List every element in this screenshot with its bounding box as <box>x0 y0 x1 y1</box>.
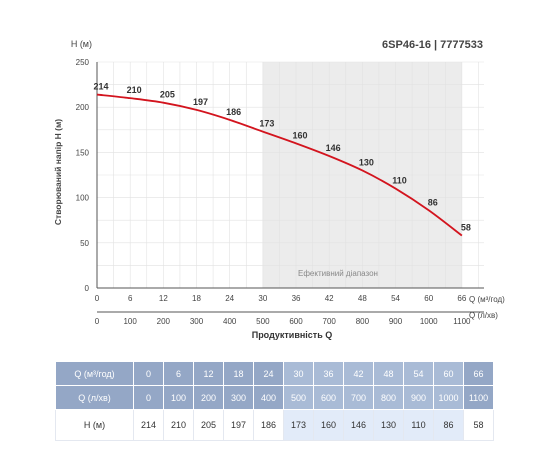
x-axis-unit-lmin: Q (л/хв) <box>469 311 498 320</box>
table-cell: 60 <box>433 361 464 386</box>
x-tick-label-m3h: 42 <box>325 294 334 303</box>
table-cell: 42 <box>343 361 374 386</box>
table-cell: 58 <box>463 409 494 441</box>
pump-curve-chart: 0 50 100 150 200 250 0 6 12 18 24 30 36 42 48 54 60 66 0 10… <box>53 39 505 340</box>
table-cell: 1100 <box>463 385 494 410</box>
table-cell: 6 <box>163 361 194 386</box>
table-cell: 1000 <box>433 385 464 410</box>
series-line <box>96 93 463 237</box>
x-tick-label-lmin: 300 <box>190 317 204 326</box>
table-cell: 24 <box>253 361 284 386</box>
x-tick-label-lmin: 700 <box>323 317 337 326</box>
table-cell: 700 <box>343 385 374 410</box>
table-cell: 300 <box>223 385 254 410</box>
table-row: Q (л/хв) 0 100 200 300 400 500 600 700 8… <box>55 385 494 410</box>
data-label: 197 <box>193 97 208 107</box>
x-tick-label-lmin: 100 <box>123 317 137 326</box>
data-label: 146 <box>326 143 341 153</box>
table-cell: 48 <box>373 361 404 386</box>
chart-title: 6SP46-16 | 7777533 <box>382 39 483 51</box>
table-cell: 146 <box>343 409 374 441</box>
data-label: 160 <box>293 130 308 140</box>
table-cell: 186 <box>253 409 284 441</box>
data-label: 130 <box>359 157 374 167</box>
x-tick-label-lmin: 500 <box>256 317 270 326</box>
table-cell: 205 <box>193 409 224 441</box>
y-tick-label: 200 <box>76 103 90 112</box>
row-head: H (м) <box>55 409 134 441</box>
y-tick-label: 250 <box>76 58 90 67</box>
x-axis-unit-m3h: Q (м³/год) <box>469 295 505 304</box>
table-cell: 110 <box>403 409 434 441</box>
data-label: 214 <box>93 82 108 92</box>
x-tick-label-m3h: 60 <box>424 294 433 303</box>
y-tick-label: 100 <box>76 194 90 203</box>
table-cell: 0 <box>133 361 164 386</box>
y-axis-label: Створюваний напір H (м) <box>53 119 63 225</box>
x-tick-label-m3h: 48 <box>358 294 367 303</box>
x-tick-label-m3h: 24 <box>225 294 234 303</box>
tick-labels: 0 50 100 150 200 250 0 6 12 18 24 30 36 42 48 54 60 66 0 10… <box>76 58 471 326</box>
data-label: 210 <box>127 85 142 95</box>
y-axis-unit: H (м) <box>71 39 92 49</box>
x-tick-label-lmin: 800 <box>356 317 370 326</box>
table-cell: 400 <box>253 385 284 410</box>
x-tick-label-lmin: 900 <box>389 317 403 326</box>
x-tick-label-lmin: 1100 <box>453 317 471 326</box>
table-cell: 900 <box>403 385 434 410</box>
data-labels: 214 210 205 197 186 173 160 146 130 110 86 58 <box>93 82 470 233</box>
table-cell: 210 <box>163 409 194 441</box>
table-cell: 36 <box>313 361 344 386</box>
data-label: 205 <box>160 90 175 100</box>
table-cell: 173 <box>283 409 314 441</box>
row-head: Q (м³/год) <box>55 361 134 386</box>
y-tick-label: 150 <box>76 148 90 157</box>
grid <box>96 61 484 289</box>
table-cell: 12 <box>193 361 224 386</box>
table-cell: 66 <box>463 361 494 386</box>
data-label: 173 <box>259 119 274 129</box>
data-label: 86 <box>428 197 438 207</box>
x-tick-label-m3h: 12 <box>159 294 168 303</box>
x-tick-label-lmin: 1000 <box>420 317 438 326</box>
x-tick-label-m3h: 30 <box>258 294 267 303</box>
data-label: 110 <box>392 176 407 186</box>
table-cell: 54 <box>403 361 434 386</box>
table-cell: 800 <box>373 385 404 410</box>
x-tick-label-lmin: 600 <box>289 317 303 326</box>
data-label: 58 <box>461 223 471 233</box>
table-cell: 0 <box>133 385 164 410</box>
x-tick-label-m3h: 66 <box>457 294 466 303</box>
table-cell: 200 <box>193 385 224 410</box>
efficient-range-label: Ефективний діапазон <box>298 269 378 278</box>
row-head: Q (л/хв) <box>55 385 134 410</box>
x-tick-label-lmin: 400 <box>223 317 237 326</box>
data-label: 186 <box>226 107 241 117</box>
table-cell: 30 <box>283 361 314 386</box>
table-cell: 18 <box>223 361 254 386</box>
x-axis-label: Продуктивність Q <box>252 330 333 340</box>
axes <box>96 62 484 313</box>
x-tick-label-lmin: 0 <box>95 317 100 326</box>
x-tick-label-m3h: 54 <box>391 294 400 303</box>
y-tick-label: 0 <box>85 284 90 293</box>
table-cell: 130 <box>373 409 404 441</box>
table-cell: 160 <box>313 409 344 441</box>
x-tick-label-m3h: 0 <box>95 294 100 303</box>
x-tick-label-lmin: 200 <box>157 317 171 326</box>
table-cell: 100 <box>163 385 194 410</box>
table-cell: 500 <box>283 385 314 410</box>
table-row: Q (м³/год) 0 6 12 18 24 30 36 42 48 54 6… <box>55 361 494 386</box>
table-cell: 214 <box>133 409 164 441</box>
table-cell: 86 <box>433 409 464 441</box>
table-cell: 197 <box>223 409 254 441</box>
table-row: H (м) 214 210 205 197 186 173 160 146 13… <box>55 409 494 441</box>
performance-table: Q (м³/год) 0 6 12 18 24 30 36 42 48 54 6… <box>55 361 494 441</box>
y-tick-label: 50 <box>80 239 89 248</box>
x-tick-label-m3h: 6 <box>128 294 133 303</box>
table-cell: 600 <box>313 385 344 410</box>
x-tick-label-m3h: 18 <box>192 294 201 303</box>
x-tick-label-m3h: 36 <box>292 294 301 303</box>
